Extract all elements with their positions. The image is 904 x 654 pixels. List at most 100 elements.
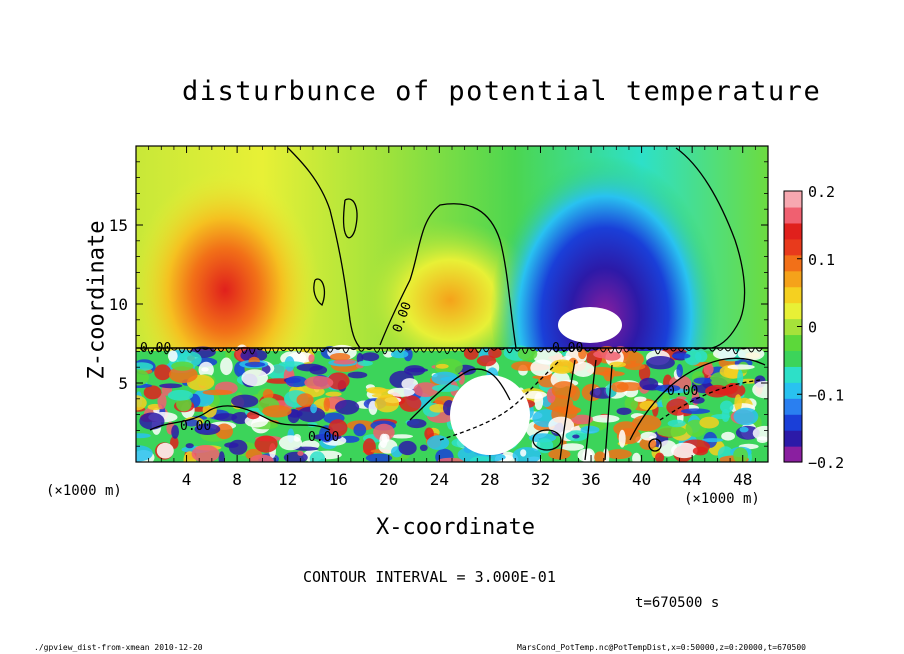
turbulence-blob xyxy=(723,382,746,398)
turbulence-blob xyxy=(390,434,413,439)
x-tick-label: 48 xyxy=(733,470,752,489)
turbulence-blob xyxy=(720,400,734,414)
interface-squiggle xyxy=(420,347,428,353)
interface-squiggle xyxy=(147,347,155,355)
turbulence-blob xyxy=(713,347,737,360)
turbulence-blob xyxy=(676,364,683,378)
turbulence-blob xyxy=(371,393,394,398)
contour-lines xyxy=(136,147,768,461)
turbulence-blob xyxy=(170,436,179,449)
colorbar-segment xyxy=(784,446,802,463)
turbulence-blob xyxy=(520,449,527,457)
contour-interval-note: CONTOUR INTERVAL = 3.000E-01 xyxy=(303,568,556,586)
turbulence-blob xyxy=(262,389,274,400)
interface-squiggle xyxy=(708,347,716,352)
interface-squiggle xyxy=(459,347,467,352)
interface-squiggle xyxy=(599,347,607,353)
turbulence-blob xyxy=(231,394,259,408)
interface-squiggle xyxy=(560,347,568,352)
turbulence-blob xyxy=(702,438,724,443)
turbulence-blob xyxy=(437,457,464,462)
turbulence-blob xyxy=(218,451,225,462)
interface-squiggle xyxy=(311,347,319,354)
interface-squiggle xyxy=(451,347,459,353)
y-axis-label: Z-coordinate xyxy=(84,220,110,380)
turbulence-blob xyxy=(733,407,759,426)
colorbar-segment xyxy=(784,206,802,224)
interface-squiggle xyxy=(755,347,763,352)
turbulence-blob xyxy=(325,391,342,397)
turbulence-blob xyxy=(143,385,162,400)
turbulence-blob xyxy=(296,393,314,407)
turbulence-blob xyxy=(171,361,194,371)
turbulence-blob xyxy=(699,416,719,429)
turbulence-blob xyxy=(373,423,395,441)
interface-squiggle xyxy=(747,347,755,353)
colorbar-segment xyxy=(784,270,802,288)
interface-squiggle xyxy=(724,347,732,352)
interface-squiggle xyxy=(545,347,553,353)
turbulence-blob xyxy=(737,369,744,387)
interface-squiggle xyxy=(513,347,521,352)
turbulence-blob xyxy=(721,431,735,441)
interface-squiggle xyxy=(521,347,529,354)
interface-squiggle xyxy=(295,347,303,354)
turbulence-blob xyxy=(184,419,200,427)
turbulence-blob xyxy=(401,378,419,390)
y-tick-label: 15 xyxy=(109,216,128,235)
turbulence-blob xyxy=(327,372,350,390)
interface-squiggle xyxy=(607,347,615,354)
turbulence-blob xyxy=(691,396,705,404)
turbulence-blob xyxy=(365,453,393,462)
turbulence-blob xyxy=(693,377,712,384)
interface-squiggle xyxy=(240,347,248,354)
turbulence-blob xyxy=(139,412,165,430)
turbulence-blob xyxy=(202,389,233,396)
turbulence-blob xyxy=(136,362,154,372)
contour-line xyxy=(648,438,662,452)
interface-squiggle xyxy=(381,347,389,355)
colorbar-segment xyxy=(784,366,802,383)
turbulence-blob xyxy=(609,361,626,368)
turbulence-blob xyxy=(136,445,153,462)
turbulence-blob xyxy=(563,404,578,419)
turbulence-blob xyxy=(353,423,367,437)
colorbar-tick-label: −0.2 xyxy=(808,454,844,472)
interface-squiggle xyxy=(396,347,404,353)
contour-line xyxy=(343,198,358,239)
colorbar-segment xyxy=(784,398,802,415)
turbulence-blob xyxy=(213,413,238,422)
turbulence-blob xyxy=(167,389,193,401)
turbulence-blob xyxy=(374,394,400,413)
footer-right: MarsCond_PotTemp.nc@PotTempDist,x=0:5000… xyxy=(517,643,806,652)
turbulence-blob xyxy=(304,376,334,390)
turbulence-blob xyxy=(550,359,575,374)
colorbar-segment xyxy=(784,350,802,367)
turbulence-blob xyxy=(413,382,439,398)
colorbar: 0.2 0.1 0 −0.1 −0.2 xyxy=(783,183,844,472)
turbulence-blob xyxy=(703,363,714,376)
turbulence-blob xyxy=(390,350,409,359)
turbulence-blob xyxy=(427,435,450,450)
interface-squiggle xyxy=(326,347,334,353)
interface-squiggle xyxy=(428,347,436,353)
turbulence-blob xyxy=(639,377,659,390)
turbulence-blob xyxy=(240,348,268,363)
interface-squiggle xyxy=(630,347,638,353)
turbulence-blob xyxy=(249,454,274,462)
turbulence-blob xyxy=(156,442,174,459)
interface-squiggle xyxy=(482,347,490,353)
x-tick-label: 24 xyxy=(430,470,449,489)
turbulence-blob xyxy=(335,399,360,415)
interface-squiggle xyxy=(373,347,381,353)
colorbar-segment xyxy=(784,318,802,336)
turbulence-blob xyxy=(159,383,183,389)
interface-squiggle xyxy=(155,347,163,353)
interface-squiggle xyxy=(568,347,576,352)
x-axis-label: X-coordinate xyxy=(376,515,535,540)
interface-squiggle xyxy=(178,347,186,354)
turbulence-blob xyxy=(578,348,587,360)
turbulence-blob xyxy=(244,361,266,368)
turbulence-blob xyxy=(399,395,422,412)
